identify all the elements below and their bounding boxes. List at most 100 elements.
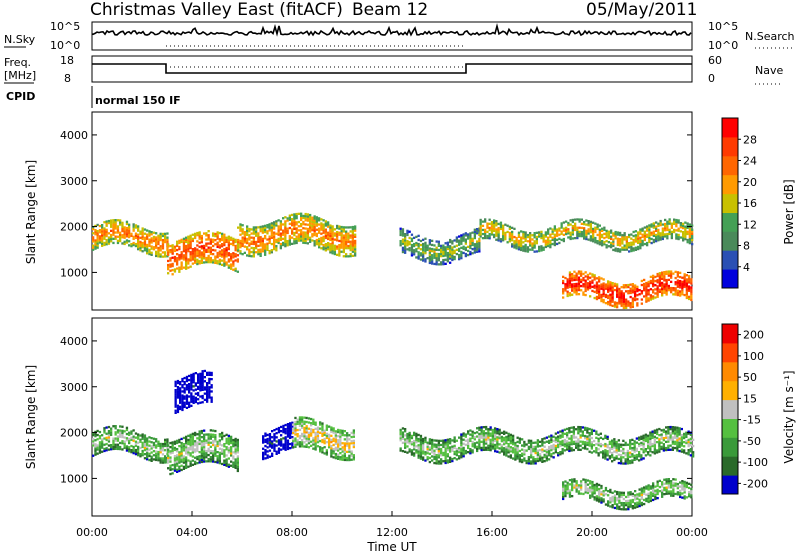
data-cell: [633, 458, 636, 461]
data-cell: [647, 447, 650, 450]
data-cell: [679, 286, 682, 289]
data-cell: [424, 241, 427, 244]
data-cell: [125, 233, 129, 236]
data-cell: [617, 461, 620, 465]
data-cell: [155, 242, 158, 245]
data-cell: [585, 219, 588, 222]
data-cell: [161, 461, 165, 464]
data-cell: [453, 245, 456, 248]
data-cell: [354, 248, 357, 251]
data-cell: [223, 241, 226, 245]
data-cell: [279, 242, 282, 246]
data-cell: [152, 443, 156, 447]
data-cell: [155, 452, 158, 455]
data-cell: [354, 246, 357, 249]
data-cell: [271, 436, 274, 439]
data-cell: [239, 229, 242, 232]
data-cell: [424, 243, 427, 247]
data-cell: [185, 460, 188, 463]
data-cell: [192, 377, 195, 380]
data-cell: [489, 449, 492, 452]
data-cell: [511, 230, 514, 234]
data-cell: [161, 459, 165, 462]
data-cell: [314, 421, 317, 424]
data-cell: [478, 426, 481, 429]
data-cell: [624, 458, 627, 461]
data-cell: [171, 262, 174, 266]
data-cell: [667, 272, 670, 275]
data-cell: [166, 236, 169, 239]
data-cell: [171, 443, 174, 446]
data-cell: [460, 254, 463, 258]
data-cell: [498, 437, 501, 440]
data-cell: [542, 236, 545, 239]
data-cell: [143, 438, 147, 441]
data-cell: [548, 452, 551, 455]
data-cell: [507, 434, 510, 437]
data-cell: [198, 455, 201, 458]
data-cell: [329, 238, 332, 242]
data-cell: [178, 266, 181, 269]
data-cell: [297, 235, 300, 238]
data-cell: [520, 240, 523, 243]
data-cell: [243, 245, 246, 248]
data-cell: [206, 386, 209, 389]
data-cell: [284, 245, 287, 248]
data-cell: [206, 390, 209, 393]
data-cell: [223, 250, 226, 253]
data-cell: [152, 237, 156, 241]
data-cell: [351, 238, 354, 241]
data-cell: [198, 235, 201, 238]
data-cell: [404, 237, 407, 240]
data-cell: [620, 460, 623, 463]
data-cell: [182, 254, 186, 257]
data-cell: [484, 232, 487, 236]
data-cell: [143, 228, 147, 231]
data-cell: [225, 263, 228, 266]
data-cell: [252, 240, 255, 244]
data-cell: [469, 244, 472, 247]
data-cell: [327, 231, 330, 234]
data-cell: [629, 291, 632, 295]
data-cell: [92, 444, 95, 447]
data-cell: [586, 429, 589, 432]
data-cell: [606, 446, 609, 449]
data-cell: [205, 232, 208, 235]
data-cell: [460, 242, 463, 245]
data-cell: [298, 422, 302, 425]
data-cell: [125, 437, 129, 440]
data-cell: [525, 443, 528, 446]
data-cell: [551, 232, 554, 235]
data-cell: [148, 238, 151, 241]
data-cell: [616, 301, 619, 305]
data-cell: [499, 225, 503, 229]
data-cell: [282, 223, 285, 226]
data-cell: [684, 238, 687, 241]
data-cell: [538, 235, 541, 238]
data-cell: [171, 252, 174, 255]
data-cell: [294, 439, 297, 442]
data-cell: [531, 244, 534, 247]
data-cell: [187, 465, 190, 468]
data-cell: [98, 224, 102, 228]
data-cell: [451, 240, 454, 243]
data-cell: [571, 285, 574, 288]
data-cell: [252, 255, 255, 258]
data-cell: [653, 448, 656, 451]
data-cell: [225, 240, 228, 243]
data-cell: [399, 244, 402, 247]
data-cell: [314, 431, 317, 435]
data-cell: [629, 295, 632, 299]
data-cell: [173, 457, 177, 460]
data-cell: [330, 430, 333, 433]
data-cell: [134, 453, 138, 456]
data-cell: [200, 458, 203, 461]
data-cell: [161, 243, 165, 246]
data-cell: [148, 250, 151, 254]
data-cell: [130, 451, 133, 454]
data-cell: [603, 243, 606, 246]
data-cell: [641, 235, 644, 238]
data-cell: [593, 276, 596, 279]
data-cell: [665, 293, 668, 296]
data-cell: [634, 292, 637, 295]
